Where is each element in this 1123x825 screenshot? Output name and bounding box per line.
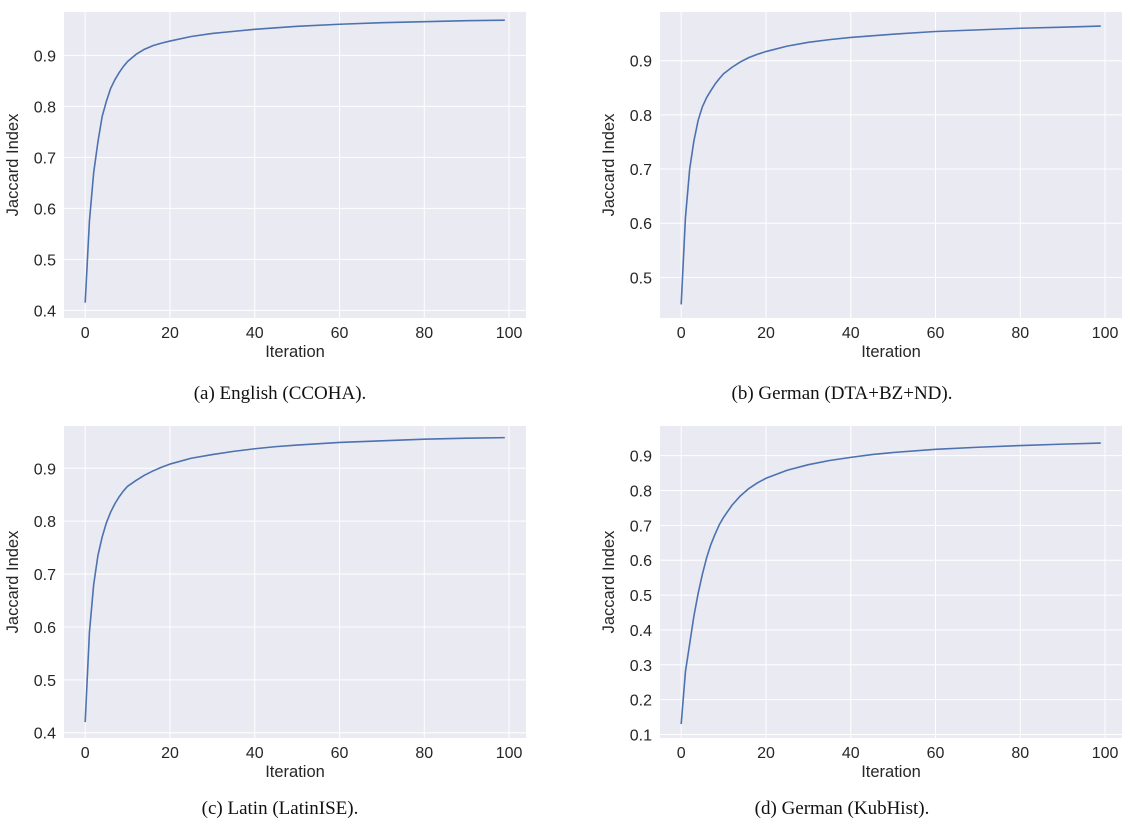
series-line [84,436,505,723]
y-tick-label: 0.7 [34,150,56,167]
y-tick-label: 0.5 [34,673,56,690]
x-tick-label: 0 [81,745,90,762]
x-axis-label: Iteration [861,343,921,361]
y-tick-label: 0.2 [630,693,652,710]
x-tick-label: 40 [842,745,860,762]
x-tick-label: 60 [927,325,945,342]
chart-c: 0 20 40 60 80 100 0.4 0.5 0.6 0.7 0.8 0.9 Iteration J… [4,426,526,781]
x-tick-label: 0 [81,325,90,342]
chart-a: 0 20 40 60 80 100 0.4 0.5 0.6 0.7 0.8 0.9 Iteration J… [4,12,526,361]
x-tick-label: 40 [246,325,264,342]
plot-area [64,426,526,738]
x-tick-label: 60 [927,745,945,762]
chart-panel-b: 0 20 40 60 80 100 0.5 0.6 0.7 0.8 0.9 Iteration Jacc… [562,0,1122,412]
x-tick-label: 40 [246,745,264,762]
y-tick-label: 0.6 [34,201,56,218]
y-axis-label: Jaccard Index [600,113,618,216]
y-axis-label: Jaccard Index [600,530,618,633]
y-tick-label: 0.5 [630,588,652,605]
y-tick-label: 0.4 [630,623,652,640]
chart-d: 0 20 40 60 80 100 0.1 0.2 0.3 0.4 0.5 0.6 0.7 0.8 0.9 I… [600,426,1122,781]
x-axis-label: Iteration [861,763,921,781]
x-tick-label: 80 [415,745,433,762]
y-tick-label: 0.9 [630,54,652,71]
x-tick-label: 100 [1092,745,1119,762]
x-tick-label: 40 [842,325,860,342]
y-axis-label: Jaccard Index [4,113,22,216]
x-tick-label: 20 [757,325,775,342]
y-tick-label: 0.6 [630,553,652,570]
chart-panel-d: 0 20 40 60 80 100 0.1 0.2 0.3 0.4 0.5 0.6 0.7 0.8 0.9 I… [562,412,1122,824]
caption-b: (b) German (DTA+BZ+ND). [731,383,953,404]
y-tick-label: 0.4 [34,726,56,743]
x-tick-label: 0 [677,325,686,342]
chart-panel-c: 0 20 40 60 80 100 0.4 0.5 0.6 0.7 0.8 0.9 Iteration J… [0,412,560,824]
x-tick-label: 80 [1011,325,1029,342]
y-tick-label: 0.4 [34,303,56,320]
x-tick-label: 100 [496,325,523,342]
y-tick-label: 0.5 [630,270,652,287]
series-line [680,25,1101,305]
y-tick-label: 0.5 [34,252,56,269]
y-tick-label: 0.8 [630,483,652,500]
chart-panel-a: 0 20 40 60 80 100 0.4 0.5 0.6 0.7 0.8 0.9 Iteration J… [0,0,560,412]
y-tick-label: 0.9 [630,449,652,466]
caption-a: (a) English (CCOHA). [193,383,367,404]
x-axis-label: Iteration [265,343,325,361]
x-axis-label: Iteration [265,763,325,781]
y-tick-label: 0.3 [630,658,652,675]
y-tick-label: 0.7 [630,162,652,179]
x-tick-label: 60 [331,745,349,762]
x-tick-label: 20 [161,745,179,762]
x-tick-label: 80 [415,325,433,342]
y-tick-label: 0.9 [34,48,56,65]
chart-b: 0 20 40 60 80 100 0.5 0.6 0.7 0.8 0.9 Iteration Jacc… [600,12,1122,361]
series-line [84,19,505,303]
y-tick-label: 0.9 [34,461,56,478]
y-tick-label: 0.7 [630,518,652,535]
plot-area [660,426,1122,738]
caption-d: (d) German (KubHist). [754,798,930,819]
y-tick-label: 0.8 [34,99,56,116]
x-tick-label: 0 [677,745,686,762]
x-tick-label: 60 [331,325,349,342]
plot-area [660,12,1122,318]
y-tick-label: 0.8 [34,514,56,531]
plot-area [64,12,526,318]
x-tick-label: 80 [1011,745,1029,762]
series-line [680,442,1101,725]
x-tick-label: 100 [496,745,523,762]
y-tick-label: 0.6 [630,216,652,233]
y-tick-label: 0.8 [630,108,652,125]
x-tick-label: 100 [1092,325,1119,342]
x-tick-label: 20 [757,745,775,762]
x-tick-label: 20 [161,325,179,342]
y-tick-label: 0.1 [630,728,652,745]
y-tick-label: 0.6 [34,620,56,637]
y-tick-label: 0.7 [34,567,56,584]
caption-c: (c) Latin (LatinISE). [201,798,359,819]
y-axis-label: Jaccard Index [4,530,22,633]
